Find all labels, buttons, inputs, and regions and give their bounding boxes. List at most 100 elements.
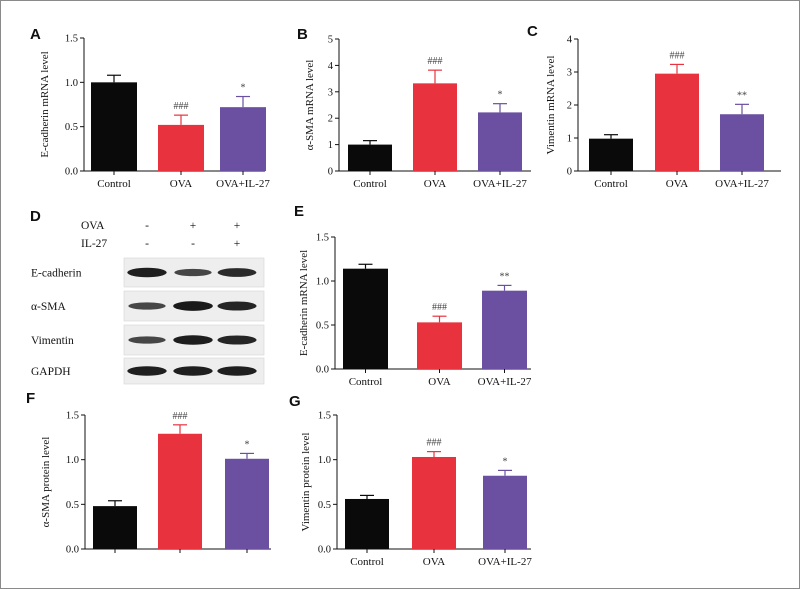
x-tick-label: OVA+IL-27 bbox=[478, 376, 532, 388]
bar-2 bbox=[483, 475, 527, 549]
bar-2 bbox=[478, 112, 522, 171]
chart-panel-g: G 0.0 0.5 1.0 1.5 Vimentin protein level Contr… bbox=[289, 393, 532, 568]
y-tick-label: 1.5 bbox=[65, 34, 78, 45]
y-axis-label: Vimentin mRNA level bbox=[545, 56, 557, 155]
blot-band bbox=[217, 366, 257, 376]
x-tick-label: OVA bbox=[666, 178, 688, 190]
bar-1 bbox=[413, 83, 457, 171]
significance-label-1: ### bbox=[428, 56, 443, 67]
x-tick-label: OVA bbox=[170, 178, 192, 190]
bar-0 bbox=[589, 138, 633, 171]
blot-band bbox=[127, 366, 167, 376]
y-axis-label: Vimentin protein level bbox=[300, 433, 312, 532]
y-tick-label: 4 bbox=[328, 61, 334, 72]
treatment-sign: - bbox=[145, 220, 149, 232]
x-tick-label: OVA+IL-27 bbox=[216, 178, 270, 190]
y-tick-label: 0.5 bbox=[65, 122, 78, 133]
y-axis-label: α-SMA protein level bbox=[40, 437, 52, 528]
x-tick-label: Control bbox=[350, 556, 384, 568]
y-tick-label: 1.0 bbox=[66, 455, 79, 466]
y-tick-label: 0.5 bbox=[66, 500, 79, 511]
x-tick-label: Control bbox=[349, 376, 383, 388]
x-tick-label: OVA+IL-27 bbox=[478, 556, 532, 568]
chart-panel-c: C 0 1 2 3 4 Vimentin mRNA level Control ### OVA **… bbox=[527, 23, 781, 190]
bar-1 bbox=[655, 73, 699, 171]
y-axis-label: E-cadherin mRNA level bbox=[39, 51, 51, 157]
blot-row-label: E-cadherin bbox=[31, 268, 82, 280]
bar-0 bbox=[348, 144, 392, 171]
x-tick-label: Control bbox=[353, 178, 387, 190]
treatment-sign: + bbox=[234, 220, 241, 232]
y-tick-label: 1.0 bbox=[316, 277, 329, 288]
y-tick-label: 0.5 bbox=[316, 321, 329, 332]
significance-label-1: ### bbox=[427, 438, 442, 449]
significance-label-2: * bbox=[245, 439, 250, 450]
panel-letter: E bbox=[294, 203, 304, 220]
blot-band bbox=[217, 301, 257, 311]
bar-0 bbox=[91, 82, 137, 171]
y-tick-label: 5 bbox=[328, 35, 333, 46]
panel-letter: A bbox=[30, 26, 41, 43]
y-tick-label: 1.0 bbox=[318, 455, 331, 466]
bar-2 bbox=[220, 107, 266, 171]
significance-label-1: ### bbox=[174, 101, 189, 112]
bar-1 bbox=[158, 433, 202, 549]
y-tick-label: 0.5 bbox=[318, 500, 331, 511]
y-tick-label: 0.0 bbox=[66, 545, 79, 556]
blot-row-label: GAPDH bbox=[31, 366, 71, 378]
blot-band bbox=[217, 268, 257, 277]
y-tick-label: 0.0 bbox=[318, 545, 331, 556]
bar-0 bbox=[343, 268, 388, 369]
western-blot-panel: D OVA - + + IL-27 - - + E-cadherin α-SMA Vimentin GA… bbox=[30, 208, 265, 385]
treatment-label: OVA bbox=[81, 220, 105, 232]
y-tick-label: 2 bbox=[567, 101, 572, 112]
bar-1 bbox=[412, 456, 456, 549]
bar-1 bbox=[417, 322, 462, 369]
significance-label-1: ### bbox=[173, 411, 188, 422]
x-tick-label: Control bbox=[594, 178, 628, 190]
panel-letter: B bbox=[297, 26, 308, 43]
chart-panel-f: F 0.0 0.5 1.0 1.5 α-SMA protein level ### * bbox=[26, 390, 271, 556]
y-tick-label: 1 bbox=[567, 134, 572, 145]
y-tick-label: 1.5 bbox=[318, 411, 331, 422]
treatment-sign: - bbox=[191, 238, 195, 250]
y-tick-label: 4 bbox=[567, 35, 573, 46]
chart-panel-b: B 0 1 2 3 4 5 α-SMA mRNA level Control ### OVA * OVA… bbox=[297, 26, 531, 190]
y-tick-label: 0.0 bbox=[316, 365, 329, 376]
blot-band bbox=[128, 302, 166, 310]
y-tick-label: 1.5 bbox=[66, 411, 79, 422]
chart-panel-e: E 0.0 0.5 1.0 1.5 E-cadherin mRNA level Contro… bbox=[294, 203, 532, 388]
treatment-sign: + bbox=[190, 220, 197, 232]
bar-0 bbox=[93, 506, 137, 549]
y-tick-label: 2 bbox=[328, 114, 333, 125]
y-tick-label: 1 bbox=[328, 140, 333, 151]
y-tick-label: 3 bbox=[328, 87, 333, 98]
blot-band bbox=[174, 268, 212, 277]
bar-0 bbox=[345, 498, 389, 549]
blot-band bbox=[217, 335, 257, 345]
x-tick-label: OVA+IL-27 bbox=[473, 178, 527, 190]
significance-label-1: ### bbox=[432, 302, 447, 313]
blot-band bbox=[128, 336, 166, 344]
chart-panel-a: A 0.0 0.5 1.0 1.5 E-cadherin mRNA level Contro… bbox=[30, 26, 270, 190]
bar-2 bbox=[482, 290, 527, 369]
blot-row-label: Vimentin bbox=[31, 335, 74, 347]
bar-2 bbox=[720, 114, 764, 171]
x-tick-label: OVA+IL-27 bbox=[715, 178, 769, 190]
blot-row-label: α-SMA bbox=[31, 301, 66, 313]
treatment-label: IL-27 bbox=[81, 238, 107, 250]
bar-2 bbox=[225, 458, 269, 549]
blot-band bbox=[173, 366, 213, 376]
bar-1 bbox=[158, 124, 204, 171]
y-tick-label: 3 bbox=[567, 68, 572, 79]
x-tick-label: Control bbox=[97, 178, 131, 190]
panel-letter: D bbox=[30, 208, 41, 225]
y-axis-label: α-SMA mRNA level bbox=[304, 60, 316, 151]
y-tick-label: 0 bbox=[567, 167, 572, 178]
panel-letter: G bbox=[289, 393, 301, 410]
significance-label-2: * bbox=[503, 456, 508, 467]
y-tick-label: 0 bbox=[328, 167, 333, 178]
treatment-sign: - bbox=[145, 238, 149, 250]
